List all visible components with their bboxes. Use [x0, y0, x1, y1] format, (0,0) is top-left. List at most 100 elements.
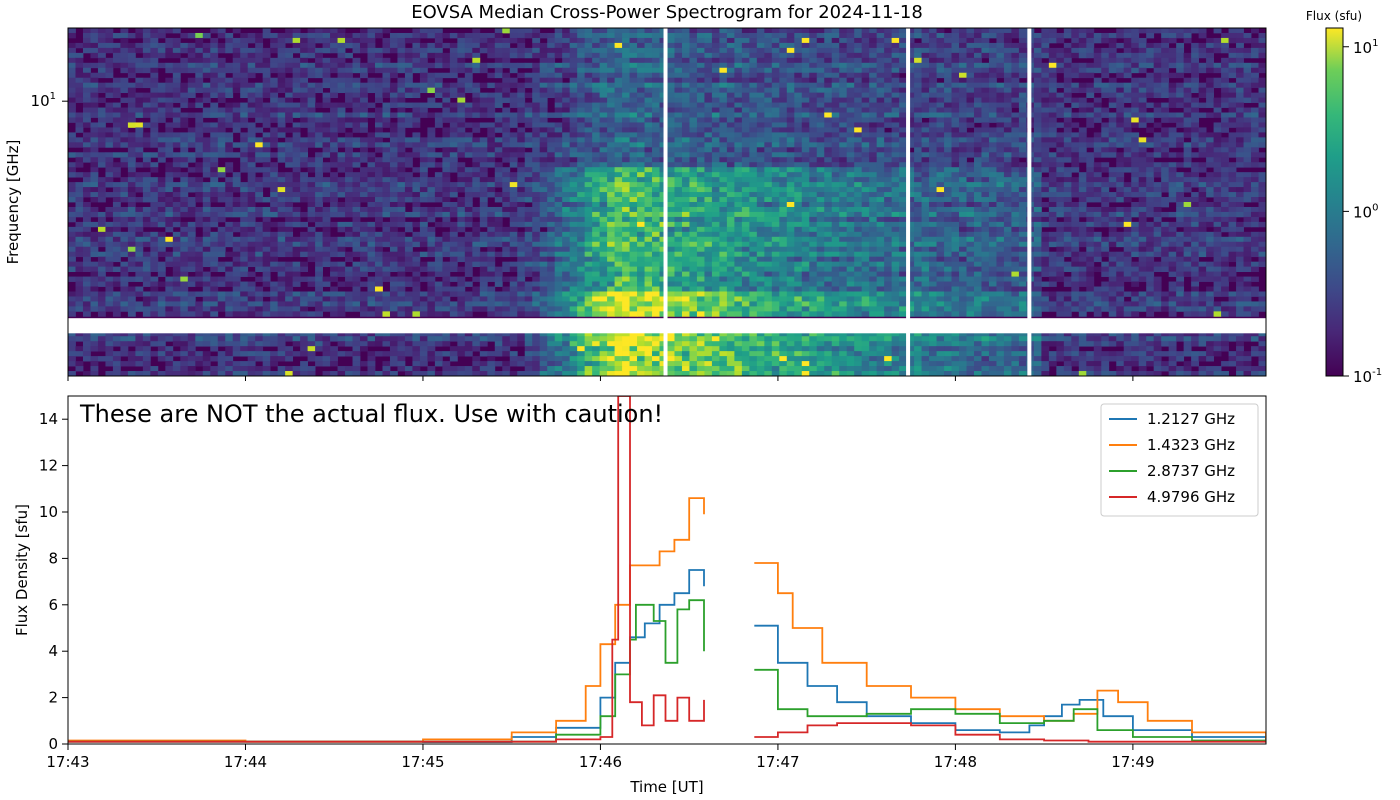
heatmap-cell — [404, 67, 413, 74]
heatmap-cell — [1198, 137, 1207, 143]
heatmap-cell — [899, 142, 907, 148]
heatmap-cell — [1116, 117, 1125, 123]
heatmap-cell — [988, 117, 997, 123]
heatmap-cell — [240, 157, 249, 163]
heatmap-cell — [165, 142, 174, 148]
heatmap-cell — [247, 167, 256, 173]
heatmap-cell — [629, 32, 638, 39]
heatmap-cell — [374, 137, 383, 143]
heatmap-cell — [996, 142, 1005, 148]
heatmap-cell — [292, 87, 301, 94]
heatmap-cell — [172, 137, 181, 143]
heatmap-cell — [764, 107, 773, 113]
heatmap-cell — [1168, 28, 1177, 34]
heatmap-cell — [741, 117, 750, 123]
heatmap-cell — [240, 47, 249, 54]
heatmap-cell — [637, 197, 645, 203]
heatmap-cell — [816, 132, 825, 138]
heatmap-cell — [973, 197, 982, 203]
heatmap-cell — [936, 152, 945, 158]
heatmap-cell — [315, 52, 323, 59]
heatmap-cell — [374, 127, 383, 133]
heatmap-cell — [1213, 162, 1222, 168]
heatmap-cell — [389, 72, 398, 79]
heatmap-cell — [150, 187, 159, 193]
heatmap-cell — [1213, 97, 1222, 103]
heatmap-cell — [839, 137, 848, 143]
heatmap-cell — [921, 37, 930, 44]
heatmap-cell — [419, 28, 428, 34]
heatmap-cell — [951, 177, 960, 183]
heatmap-cell — [270, 77, 279, 84]
heatmap-cell — [749, 167, 758, 173]
heatmap-cell — [389, 137, 398, 143]
heatmap-cell — [786, 182, 795, 188]
heatmap-cell — [82, 102, 91, 108]
heatmap-cell — [1123, 52, 1132, 59]
heatmap-cell — [839, 182, 848, 188]
heatmap-cell — [382, 122, 391, 128]
heatmap-cell — [1161, 102, 1170, 108]
heatmap-cell — [929, 117, 937, 123]
heatmap-cell — [68, 62, 76, 69]
heatmap-cell — [906, 182, 915, 188]
heatmap-cell — [517, 28, 526, 34]
heatmap-cell — [255, 92, 264, 98]
heatmap-cell — [764, 28, 773, 34]
heatmap-cell — [1221, 97, 1229, 103]
heatmap-cell — [1018, 32, 1027, 39]
heatmap-cell — [105, 172, 114, 178]
heatmap-cell — [1086, 162, 1095, 168]
heatmap-cell — [644, 192, 653, 198]
heatmap-cell — [771, 192, 780, 198]
heatmap-cell — [105, 67, 114, 74]
heatmap-cell — [345, 92, 353, 98]
heatmap-cell — [217, 42, 226, 49]
heatmap-cell — [899, 197, 907, 203]
heatmap-cell — [262, 167, 271, 173]
heatmap-cell — [1213, 62, 1222, 69]
heatmap-cell — [165, 162, 174, 168]
heatmap-cell — [247, 107, 256, 113]
heatmap-cell — [150, 177, 159, 183]
heatmap-cell — [1093, 167, 1102, 173]
heatmap-cell — [427, 62, 436, 69]
heatmap-cell — [300, 147, 308, 153]
heatmap-cell — [846, 142, 855, 148]
heatmap-cell — [614, 72, 623, 79]
heatmap-cell — [996, 177, 1005, 183]
heatmap-cell — [1086, 107, 1095, 113]
heatmap-cell — [150, 162, 159, 168]
heatmap-cell — [367, 192, 376, 198]
heatmap-cell — [929, 182, 937, 188]
heatmap-cell — [1251, 142, 1259, 148]
heatmap-cell — [1198, 152, 1207, 158]
heatmap-cell — [142, 57, 151, 64]
heatmap-cell — [1251, 192, 1259, 198]
heatmap-cell — [389, 87, 398, 94]
heatmap-cell — [644, 177, 653, 183]
heatmap-cell — [681, 162, 690, 168]
heatmap-cell — [195, 42, 204, 49]
heatmap-cell — [1138, 172, 1147, 178]
heatmap-cell — [382, 47, 391, 54]
heatmap-cell — [142, 67, 151, 74]
heatmap-cell — [292, 147, 301, 153]
heatmap-cell — [330, 147, 338, 153]
heatmap-cell — [599, 102, 608, 108]
heatmap-cell — [741, 147, 750, 153]
heatmap-cell — [644, 182, 653, 188]
heatmap-cell — [457, 147, 466, 153]
heatmap-cell — [1146, 117, 1155, 123]
heatmap-cell — [135, 187, 144, 193]
heatmap-cell — [487, 82, 496, 89]
heatmap-cell — [914, 97, 922, 103]
heatmap-cell — [554, 52, 563, 59]
heatmap-cell — [434, 62, 443, 69]
heatmap-cell — [517, 42, 526, 49]
heatmap-cell — [487, 152, 496, 158]
heatmap-cell — [479, 92, 488, 98]
heatmap-cell — [704, 32, 713, 39]
heatmap-cell — [1093, 57, 1102, 64]
heatmap-cell — [195, 67, 204, 74]
